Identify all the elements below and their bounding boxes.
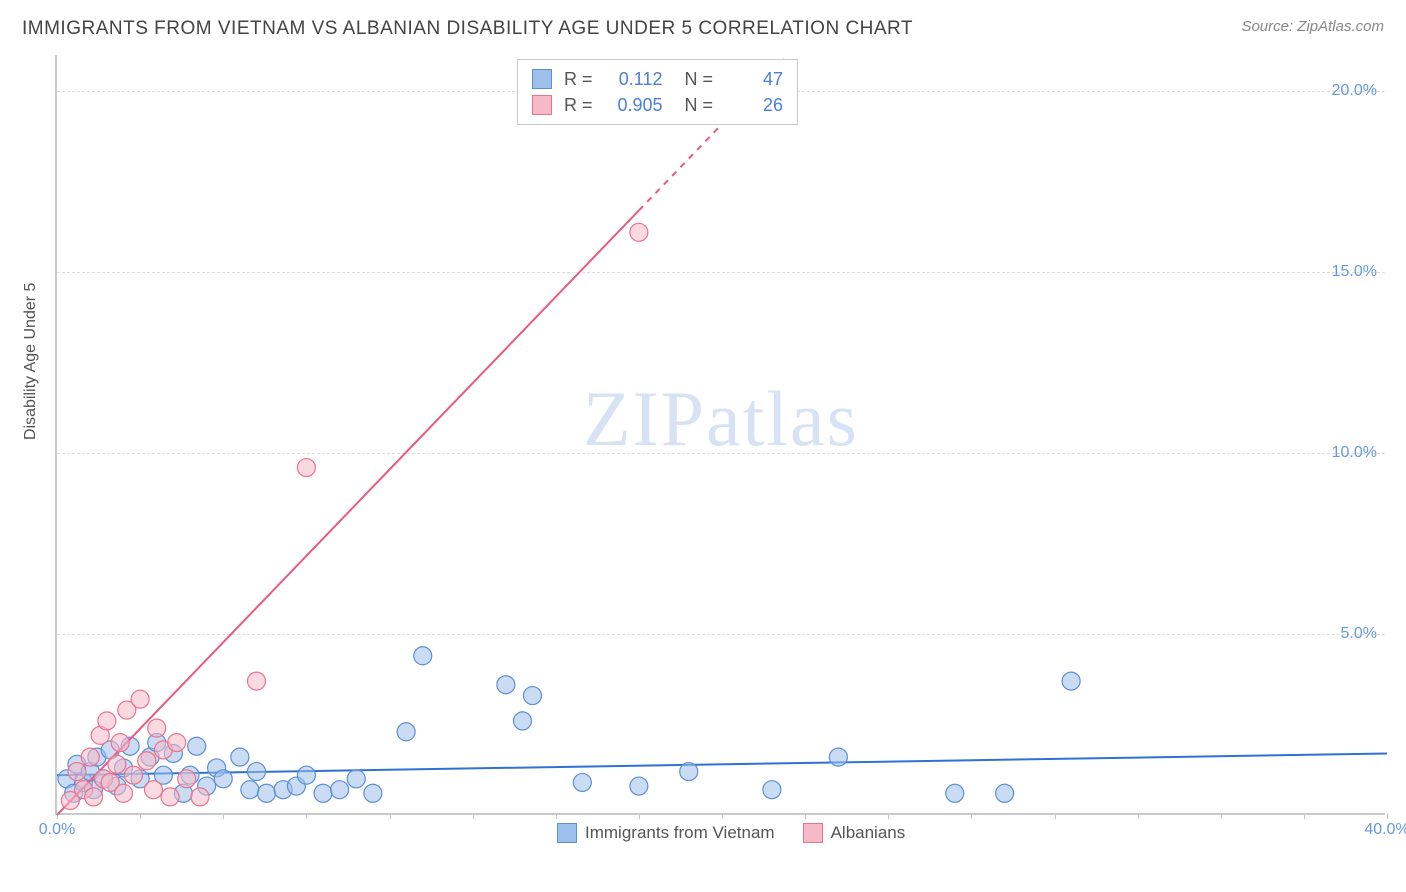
plot-box: ZIPatlas 5.0%10.0%15.0%20.0%0.0%40.0% R … — [55, 55, 1385, 815]
x-tick-label: 0.0% — [39, 821, 75, 839]
swatch-vietnam-icon — [557, 823, 577, 843]
data-point — [115, 784, 133, 802]
data-point — [523, 687, 541, 705]
data-point — [514, 712, 532, 730]
scatter-svg — [57, 55, 1385, 813]
data-point — [314, 784, 332, 802]
data-point — [85, 788, 103, 806]
source-credit: Source: ZipAtlas.com — [1241, 18, 1384, 35]
data-point — [497, 676, 515, 694]
n-value-vietnam: 47 — [725, 69, 783, 90]
data-point — [1062, 672, 1080, 690]
x-tick-label: 40.0% — [1364, 821, 1406, 839]
correlation-legend: R = 0.112 N = 47 R = 0.905 N = 26 — [517, 59, 798, 125]
data-point — [231, 748, 249, 766]
data-point — [297, 459, 315, 477]
data-point — [144, 781, 162, 799]
legend-item-vietnam: Immigrants from Vietnam — [557, 823, 775, 843]
legend-label-albanians: Albanians — [831, 823, 906, 843]
data-point — [996, 784, 1014, 802]
data-point — [297, 766, 315, 784]
data-point — [630, 777, 648, 795]
header: IMMIGRANTS FROM VIETNAM VS ALBANIAN DISA… — [0, 0, 1406, 50]
data-point — [124, 766, 142, 784]
data-point — [397, 723, 415, 741]
n-value-albanians: 26 — [725, 95, 783, 116]
swatch-albanians — [532, 95, 552, 115]
page-title: IMMIGRANTS FROM VIETNAM VS ALBANIAN DISA… — [22, 18, 913, 40]
data-point — [98, 712, 116, 730]
data-point — [178, 770, 196, 788]
data-point — [630, 223, 648, 241]
y-axis-label: Disability Age Under 5 — [22, 283, 40, 440]
data-point — [680, 763, 698, 781]
data-point — [168, 734, 186, 752]
legend-item-albanians: Albanians — [803, 823, 906, 843]
data-point — [946, 784, 964, 802]
data-point — [331, 781, 349, 799]
data-point — [248, 672, 266, 690]
data-point — [138, 752, 156, 770]
legend-row-vietnam: R = 0.112 N = 47 — [532, 66, 783, 92]
data-point — [364, 784, 382, 802]
data-point — [131, 690, 149, 708]
chart-area: ZIPatlas 5.0%10.0%15.0%20.0%0.0%40.0% R … — [55, 55, 1385, 815]
data-point — [347, 770, 365, 788]
legend-row-albanians: R = 0.905 N = 26 — [532, 92, 783, 118]
swatch-vietnam — [532, 69, 552, 89]
r-value-albanians: 0.905 — [605, 95, 663, 116]
legend-label-vietnam: Immigrants from Vietnam — [585, 823, 775, 843]
data-point — [81, 748, 99, 766]
data-point — [257, 784, 275, 802]
data-point — [214, 770, 232, 788]
data-point — [188, 737, 206, 755]
data-point — [241, 781, 259, 799]
data-point — [111, 734, 129, 752]
data-point — [161, 788, 179, 806]
series-legend: Immigrants from Vietnam Albanians — [557, 823, 905, 843]
data-point — [763, 781, 781, 799]
data-point — [414, 647, 432, 665]
data-point — [829, 748, 847, 766]
data-point — [68, 763, 86, 781]
data-point — [573, 773, 591, 791]
swatch-albanians-icon — [803, 823, 823, 843]
data-point — [108, 755, 126, 773]
data-point — [148, 719, 166, 737]
data-point — [191, 788, 209, 806]
r-value-vietnam: 0.112 — [605, 69, 663, 90]
data-point — [248, 763, 266, 781]
